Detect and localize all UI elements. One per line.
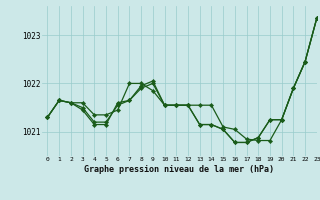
X-axis label: Graphe pression niveau de la mer (hPa): Graphe pression niveau de la mer (hPa) xyxy=(84,165,274,174)
